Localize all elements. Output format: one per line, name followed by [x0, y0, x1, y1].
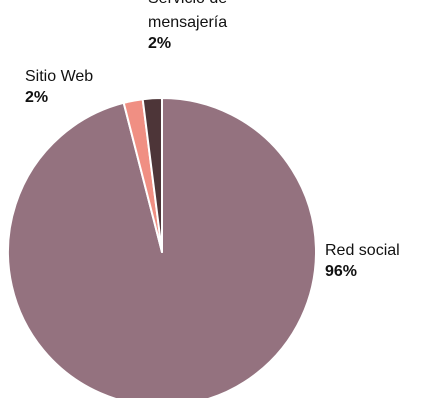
pie-slices [7, 97, 317, 398]
slice-label-value: 2% [25, 89, 48, 106]
slice-label-value: 96% [325, 263, 357, 280]
slice-label-name: Sitio Web [25, 68, 93, 85]
slice-label-name: mensajería [148, 14, 227, 31]
pie-slice-red-social [7, 97, 317, 398]
slice-label-value: 2% [148, 35, 171, 52]
pie-labels: Red social 96% Sitio Web 2% Servicio de mensa… [25, 0, 400, 280]
slice-label-name: Red social [325, 242, 400, 259]
pie-slice-servicio-de-mensajer-a [141, 97, 163, 253]
slice-label-name: Servicio de [148, 0, 227, 7]
